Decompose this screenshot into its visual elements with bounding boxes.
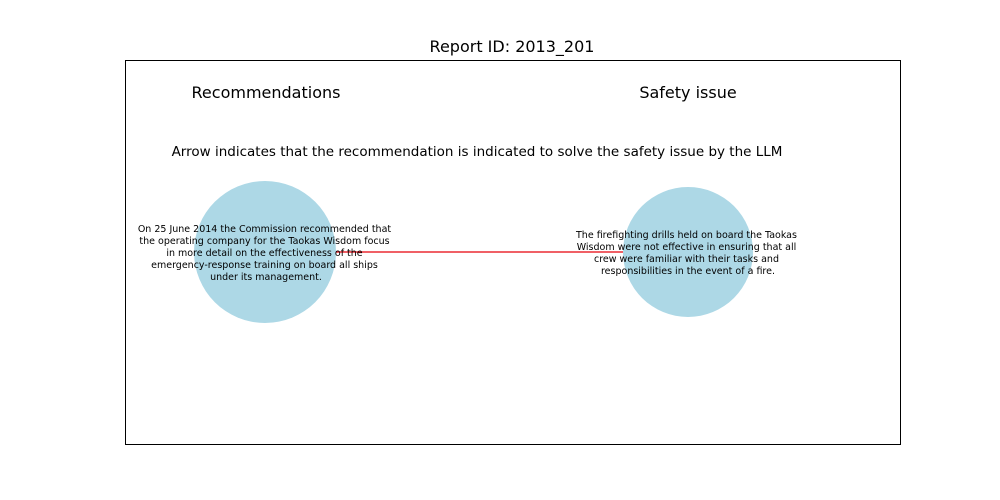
safety-issue-line: Wisdom were not effective in ensuring th… <box>577 242 797 253</box>
recommendation-line: On 25 June 2014 the Commission recommend… <box>138 224 392 235</box>
recommendation-line: the operating company for the Taokas Wis… <box>139 236 389 247</box>
safety-issue-header: Safety issue <box>639 83 736 102</box>
safety-issue-line: crew were familiar with their tasks and <box>594 254 779 265</box>
diagram-caption: Arrow indicates that the recommendation … <box>172 144 783 160</box>
recommendations-header: Recommendations <box>192 83 341 102</box>
recommendation-line: under its management. <box>210 272 322 283</box>
recommendation-text: On 25 June 2014 the Commission recommend… <box>138 224 394 283</box>
recommendation-circle <box>194 181 336 323</box>
safety-issue-node <box>623 187 753 317</box>
safety-issue-line: The firefighting drills held on board th… <box>575 230 797 241</box>
recommendation-line: emergency-response training on board all… <box>151 260 378 271</box>
safety-issue-circle <box>623 187 753 317</box>
safety-issue-text: The firefighting drills held on board th… <box>575 230 800 277</box>
recommendation-line: in more detail on the effectiveness of t… <box>166 248 362 259</box>
recommendation-node <box>194 181 336 323</box>
report-title: Report ID: 2013_201 <box>430 37 595 57</box>
diagram-frame <box>125 60 901 445</box>
safety-issue-line: responsibilities in the event of a fire. <box>601 266 775 277</box>
